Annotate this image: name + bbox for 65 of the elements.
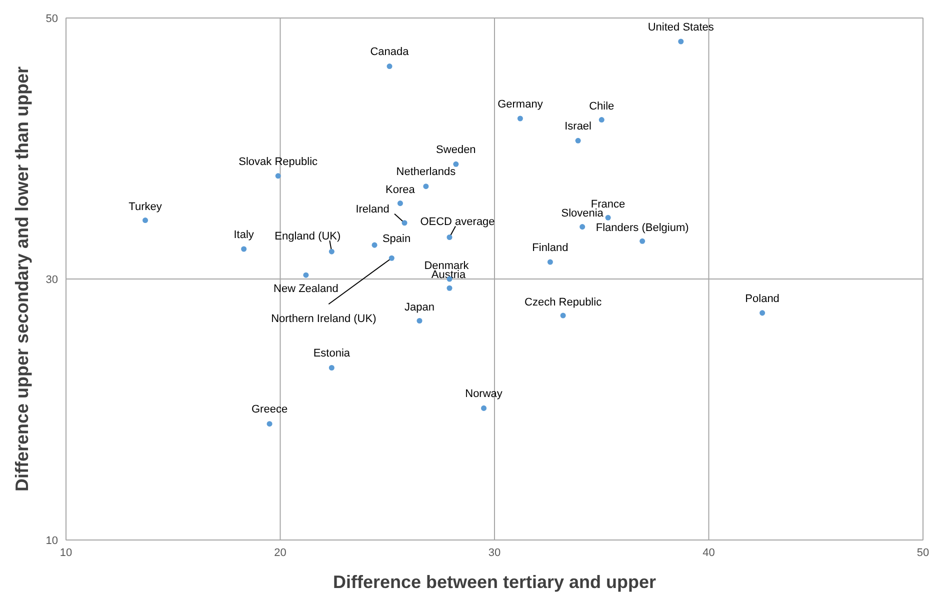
annotation: Norway: [465, 388, 503, 400]
point: [402, 220, 408, 226]
annotation: Finland: [532, 242, 568, 254]
point: [517, 116, 523, 122]
point: [547, 259, 553, 265]
annotation: Spain: [382, 232, 411, 245]
point: [598, 117, 604, 123]
point: [760, 310, 766, 316]
y-axis-title: Difference upper secondary and lower than upper: [12, 66, 32, 492]
point: [575, 138, 581, 144]
y-tick-label: 10: [46, 534, 58, 547]
point: [386, 64, 392, 70]
point: [328, 364, 334, 370]
point: [388, 255, 394, 261]
y-tick-label: 50: [46, 12, 58, 25]
annotation: Japan: [404, 302, 435, 314]
annotation: OECD average: [420, 216, 495, 228]
point: [416, 318, 422, 324]
point: [275, 173, 281, 179]
annotation: New Zealand: [274, 282, 338, 295]
x-tick-label: 30: [488, 547, 501, 559]
x-axis-title: Difference between tertiary and upper: [332, 572, 656, 592]
point: [446, 285, 452, 291]
x-tick-label: 20: [274, 547, 286, 559]
point: [372, 242, 378, 248]
annotation: Germany: [498, 98, 544, 110]
point: [560, 312, 566, 318]
point: [446, 234, 452, 240]
point: [481, 405, 487, 411]
annotation: Italy: [234, 228, 254, 241]
annotation: Estonia: [313, 348, 351, 360]
annotation: Canada: [370, 46, 410, 58]
point: [303, 272, 309, 278]
annotation: Ireland: [356, 204, 390, 216]
annotation: Sweden: [436, 144, 476, 156]
annotation: Northern Ireland (UK): [271, 312, 376, 325]
y-tick-label: 30: [46, 274, 58, 286]
annotation: Korea: [386, 184, 416, 196]
annotation: Turkey: [128, 201, 162, 214]
annotation: Greece: [252, 404, 288, 416]
annotation: Netherlands: [396, 166, 456, 178]
annotation: Flanders (Belgium): [596, 222, 689, 234]
annotation: Chile: [589, 100, 614, 113]
point: [678, 38, 684, 44]
point: [397, 200, 403, 206]
annotation: England (UK): [274, 230, 341, 242]
point: [640, 238, 646, 244]
x-tick-label: 50: [916, 547, 930, 559]
annotation: United States: [648, 21, 714, 34]
annotation: Israel: [564, 120, 592, 133]
point: [453, 161, 459, 167]
annotation: Slovenia: [561, 208, 604, 220]
point: [605, 214, 611, 220]
point: [328, 248, 334, 254]
point: [423, 184, 429, 190]
point: [266, 421, 272, 427]
point: [142, 218, 148, 224]
x-tick-label: 10: [60, 547, 72, 559]
annotation: Slovak Republic: [238, 156, 318, 168]
point: [580, 224, 586, 230]
annotation: Austria: [431, 268, 466, 281]
annotation: Czech Republic: [524, 296, 602, 308]
point: [241, 246, 247, 252]
annotation: Poland: [745, 292, 780, 305]
x-tick-label: 40: [702, 547, 715, 559]
